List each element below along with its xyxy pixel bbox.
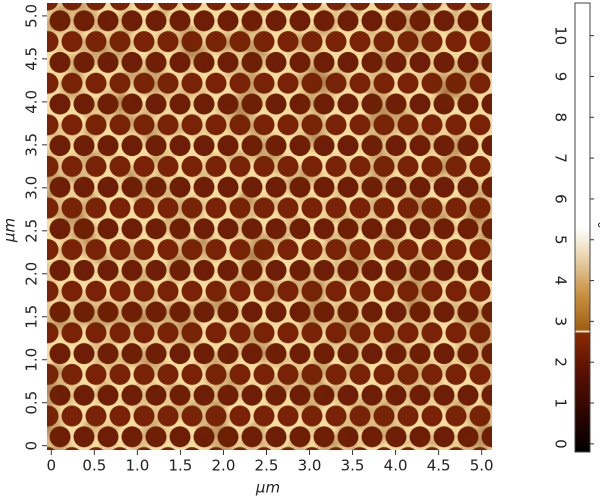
colorbar-tick-label: 4	[552, 276, 570, 286]
colorbar-tick-label: 2	[552, 357, 570, 367]
x-axis-label: µm	[255, 479, 280, 497]
x-tick-label: 2.0	[212, 457, 236, 475]
image-shading	[47, 3, 492, 450]
x-tick-label: 0	[47, 457, 57, 475]
y-tick-label: 2.0	[23, 262, 41, 286]
colorbar-tick-label: 9	[552, 72, 570, 82]
x-tick-label: 4.0	[384, 457, 408, 475]
y-tick-label: 0.5	[23, 391, 41, 415]
colorbar-tick-label: 8	[552, 113, 570, 123]
x-tick-label: 5.0	[470, 457, 494, 475]
colorbar-tick-label: 1	[552, 398, 570, 408]
x-tick-label: 3.0	[298, 457, 322, 475]
x-tick-label: 1.0	[125, 457, 149, 475]
colorbar	[574, 2, 591, 453]
colorbar-tick-label: 7	[552, 153, 570, 163]
y-tick-label: 1.5	[23, 305, 41, 329]
y-tick-label: 3.5	[23, 133, 41, 157]
y-tick-label: 4.5	[23, 47, 41, 71]
colorbar-tick-label: 3	[552, 317, 570, 327]
colorbar-tick-label: 10	[552, 26, 570, 45]
x-tick-label: 4.5	[427, 457, 451, 475]
colorbar-tick-label: 6	[552, 194, 570, 204]
y-tick-label: 5.0	[23, 4, 41, 28]
colorbar-tick-label: 5	[552, 235, 570, 245]
y-tick-label: 4.0	[23, 90, 41, 114]
y-tick-label: 2.5	[23, 219, 41, 243]
colorbar-tick-label: 0	[552, 439, 570, 449]
y-tick-label: 0	[23, 441, 41, 451]
y-axis-label: µm	[1, 218, 19, 243]
y-tick-label: 1.0	[23, 348, 41, 372]
x-tick-label: 2.5	[255, 457, 279, 475]
x-tick-label: 1.5	[168, 457, 192, 475]
x-tick-label: 0.5	[82, 457, 106, 475]
y-tick-label: 3.0	[23, 176, 41, 200]
colorbar-label: °	[588, 221, 600, 229]
x-tick-label: 3.5	[341, 457, 365, 475]
